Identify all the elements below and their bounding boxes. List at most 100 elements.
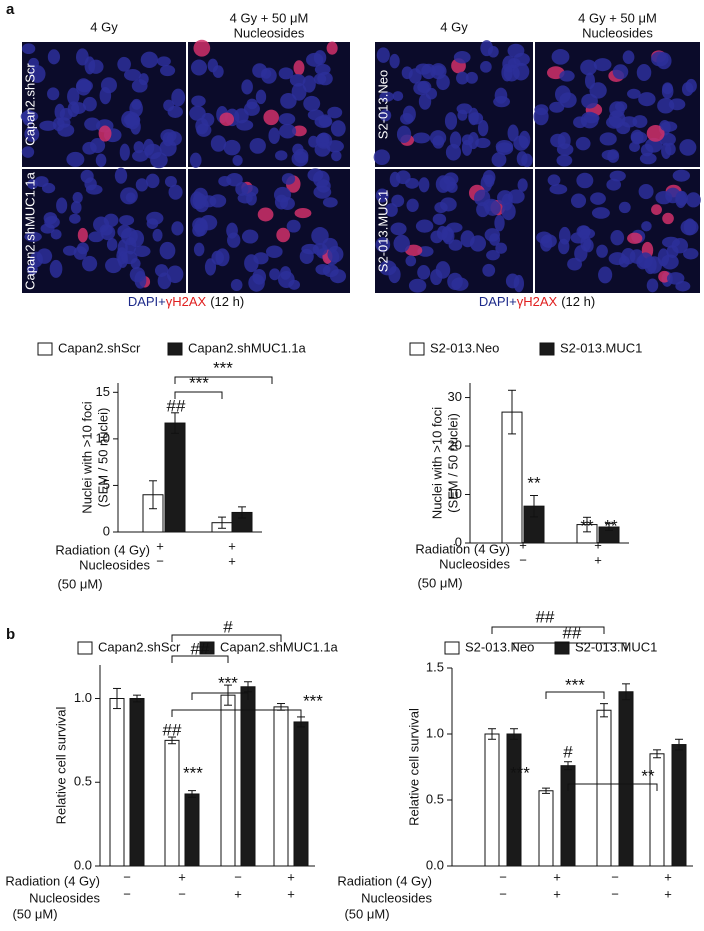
- nucleus: [507, 124, 519, 142]
- nucleus: [456, 103, 473, 115]
- nucleus: [171, 221, 184, 236]
- bracket: [174, 391, 223, 399]
- nucleus: [29, 65, 46, 83]
- nucleus: [465, 71, 478, 84]
- nucleus: [655, 190, 673, 205]
- condition-sign: +: [664, 886, 672, 901]
- nucleus: [24, 231, 42, 242]
- bar: [240, 686, 256, 867]
- nucleus: [307, 168, 324, 182]
- nucleus: [66, 151, 85, 167]
- nucleus: [280, 92, 297, 109]
- nucleus: [639, 152, 657, 165]
- nucleus: [679, 139, 697, 156]
- nucleus: [100, 225, 116, 241]
- significance: ##: [167, 396, 186, 415]
- nucleus: [646, 124, 665, 142]
- error-bar: [564, 761, 572, 771]
- condition-label: Nucleosides: [79, 557, 150, 572]
- nucleus: [47, 49, 61, 65]
- nucleus: [119, 143, 130, 161]
- nucleus: [389, 171, 401, 188]
- nucleus: [683, 248, 699, 260]
- nucleus: [657, 98, 675, 114]
- nucleus: [384, 203, 398, 217]
- nucleus: [67, 87, 80, 106]
- nucleus: [379, 91, 395, 102]
- error-bar: [188, 790, 196, 798]
- nucleus: [219, 112, 235, 126]
- y-axis-title: Relative cell survival: [53, 707, 68, 825]
- error-bar: [600, 703, 608, 718]
- nucleus: [379, 260, 397, 276]
- nucleus: [303, 95, 321, 112]
- nucleus: [501, 63, 513, 82]
- nucleus: [327, 106, 343, 119]
- bar: [484, 733, 500, 867]
- nucleus: [132, 150, 149, 162]
- error-bar: [583, 516, 591, 533]
- bar: [164, 739, 180, 867]
- bracket: [491, 626, 605, 634]
- panel-label: b: [6, 626, 15, 643]
- nucleus: [435, 261, 451, 279]
- nucleus: [47, 87, 60, 101]
- condition-label: Radiation (4 Gy): [337, 873, 432, 888]
- legend-swatch: [554, 641, 570, 655]
- nucleus: [291, 82, 307, 101]
- nucleus: [489, 233, 501, 246]
- condition-sign: −: [234, 869, 242, 884]
- nucleus: [662, 212, 674, 225]
- nucleus: [434, 202, 448, 214]
- nucleus: [326, 41, 338, 55]
- y-tick-label: 10: [96, 430, 110, 445]
- significance: #: [223, 617, 233, 636]
- nucleus: [591, 207, 610, 219]
- nucleus: [612, 64, 629, 80]
- condition-sign: −: [123, 886, 131, 901]
- nucleus: [77, 227, 88, 243]
- nucleus: [507, 58, 521, 69]
- nucleus: [313, 185, 332, 199]
- nucleus: [681, 82, 694, 97]
- nucleus: [72, 191, 83, 204]
- nucleus: [123, 68, 142, 81]
- nucleus: [210, 135, 227, 152]
- nucleus: [166, 131, 182, 146]
- condition-sign: +: [553, 886, 561, 901]
- nucleus: [417, 80, 432, 94]
- error-bar: [605, 523, 613, 531]
- nucleus: [444, 112, 458, 130]
- nucleus: [120, 227, 138, 246]
- nucleus: [330, 120, 346, 137]
- nucleus: [661, 254, 679, 270]
- nucleus: [159, 241, 176, 260]
- nucleus: [662, 236, 680, 248]
- bar: [618, 691, 634, 867]
- significance: ***: [189, 373, 209, 392]
- nucleus: [487, 46, 499, 58]
- nucleus: [660, 121, 678, 132]
- nucleus: [223, 139, 241, 156]
- nucleus: [43, 212, 58, 225]
- nucleus: [252, 63, 268, 78]
- panel-label: a: [6, 1, 15, 18]
- nucleus: [133, 245, 151, 257]
- condition-sign: −: [611, 886, 619, 901]
- nucleus: [614, 101, 628, 112]
- nucleus: [516, 151, 528, 167]
- nucleus: [415, 219, 434, 233]
- nucleus: [312, 243, 328, 256]
- significance: ##: [191, 639, 210, 658]
- legend-swatch: [539, 342, 555, 356]
- nucleus: [241, 229, 259, 244]
- nucleus: [558, 226, 571, 245]
- nucleus: [609, 170, 626, 182]
- nucleus: [62, 245, 77, 256]
- caption-part: (12 h): [561, 294, 595, 309]
- stain-caption: DAPI+γH2AX (12 h): [128, 294, 244, 309]
- nucleus: [117, 56, 131, 72]
- nucleus: [494, 214, 505, 232]
- nucleus: [215, 248, 230, 267]
- nucleus: [171, 88, 186, 107]
